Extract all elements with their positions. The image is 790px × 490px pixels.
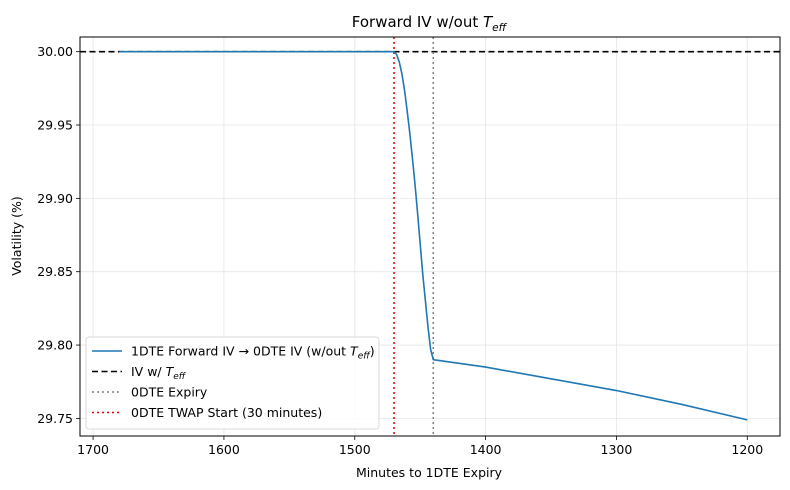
- series-lines: [119, 50, 748, 421]
- y-tick-label: 29.80: [37, 338, 73, 353]
- x-tick-label: 1400: [470, 442, 502, 457]
- x-tick-label: 1600: [208, 442, 240, 457]
- chart-title-math-base: T: [483, 13, 494, 31]
- y-tick-label: 29.75: [37, 411, 73, 426]
- y-tick-label: 30.00: [37, 44, 73, 59]
- y-tick-label: 29.85: [37, 264, 73, 279]
- x-axis-label: Minutes to 1DTE Expiry: [356, 465, 503, 480]
- legend-label: 0DTE TWAP Start (30 minutes): [131, 405, 322, 420]
- chart-title: Forward IV w/out Teff: [352, 13, 508, 34]
- plot-frame: [79, 36, 781, 437]
- legend-label: 0DTE Expiry: [131, 385, 208, 400]
- legend-label: IV w/ Teff: [131, 364, 187, 382]
- chart-title-text: Forward IV w/out: [352, 13, 479, 31]
- chart-title-math-sub: eff: [492, 22, 507, 34]
- y-axis-label: Volatility (%): [9, 196, 24, 276]
- y-tick-label: 29.90: [37, 191, 73, 206]
- x-tick-label: 1700: [77, 442, 109, 457]
- legend-frame: [85, 336, 380, 430]
- x-axis: 1700 1600 1500 1400 1300 1200: [77, 436, 763, 457]
- y-tick-label: 29.95: [37, 118, 73, 133]
- legend: 1DTE Forward IV → 0DTE IV (w/out Teff) IV…: [85, 336, 380, 430]
- y-axis: 29.75 29.80 29.85 29.90 29.95 30.00: [37, 44, 80, 426]
- series-line: [119, 50, 748, 421]
- legend-label: 1DTE Forward IV → 0DTE IV (w/out Teff): [131, 344, 375, 362]
- x-tick-label: 1500: [339, 442, 371, 457]
- x-tick-label: 1200: [731, 442, 763, 457]
- x-tick-label: 1300: [601, 442, 633, 457]
